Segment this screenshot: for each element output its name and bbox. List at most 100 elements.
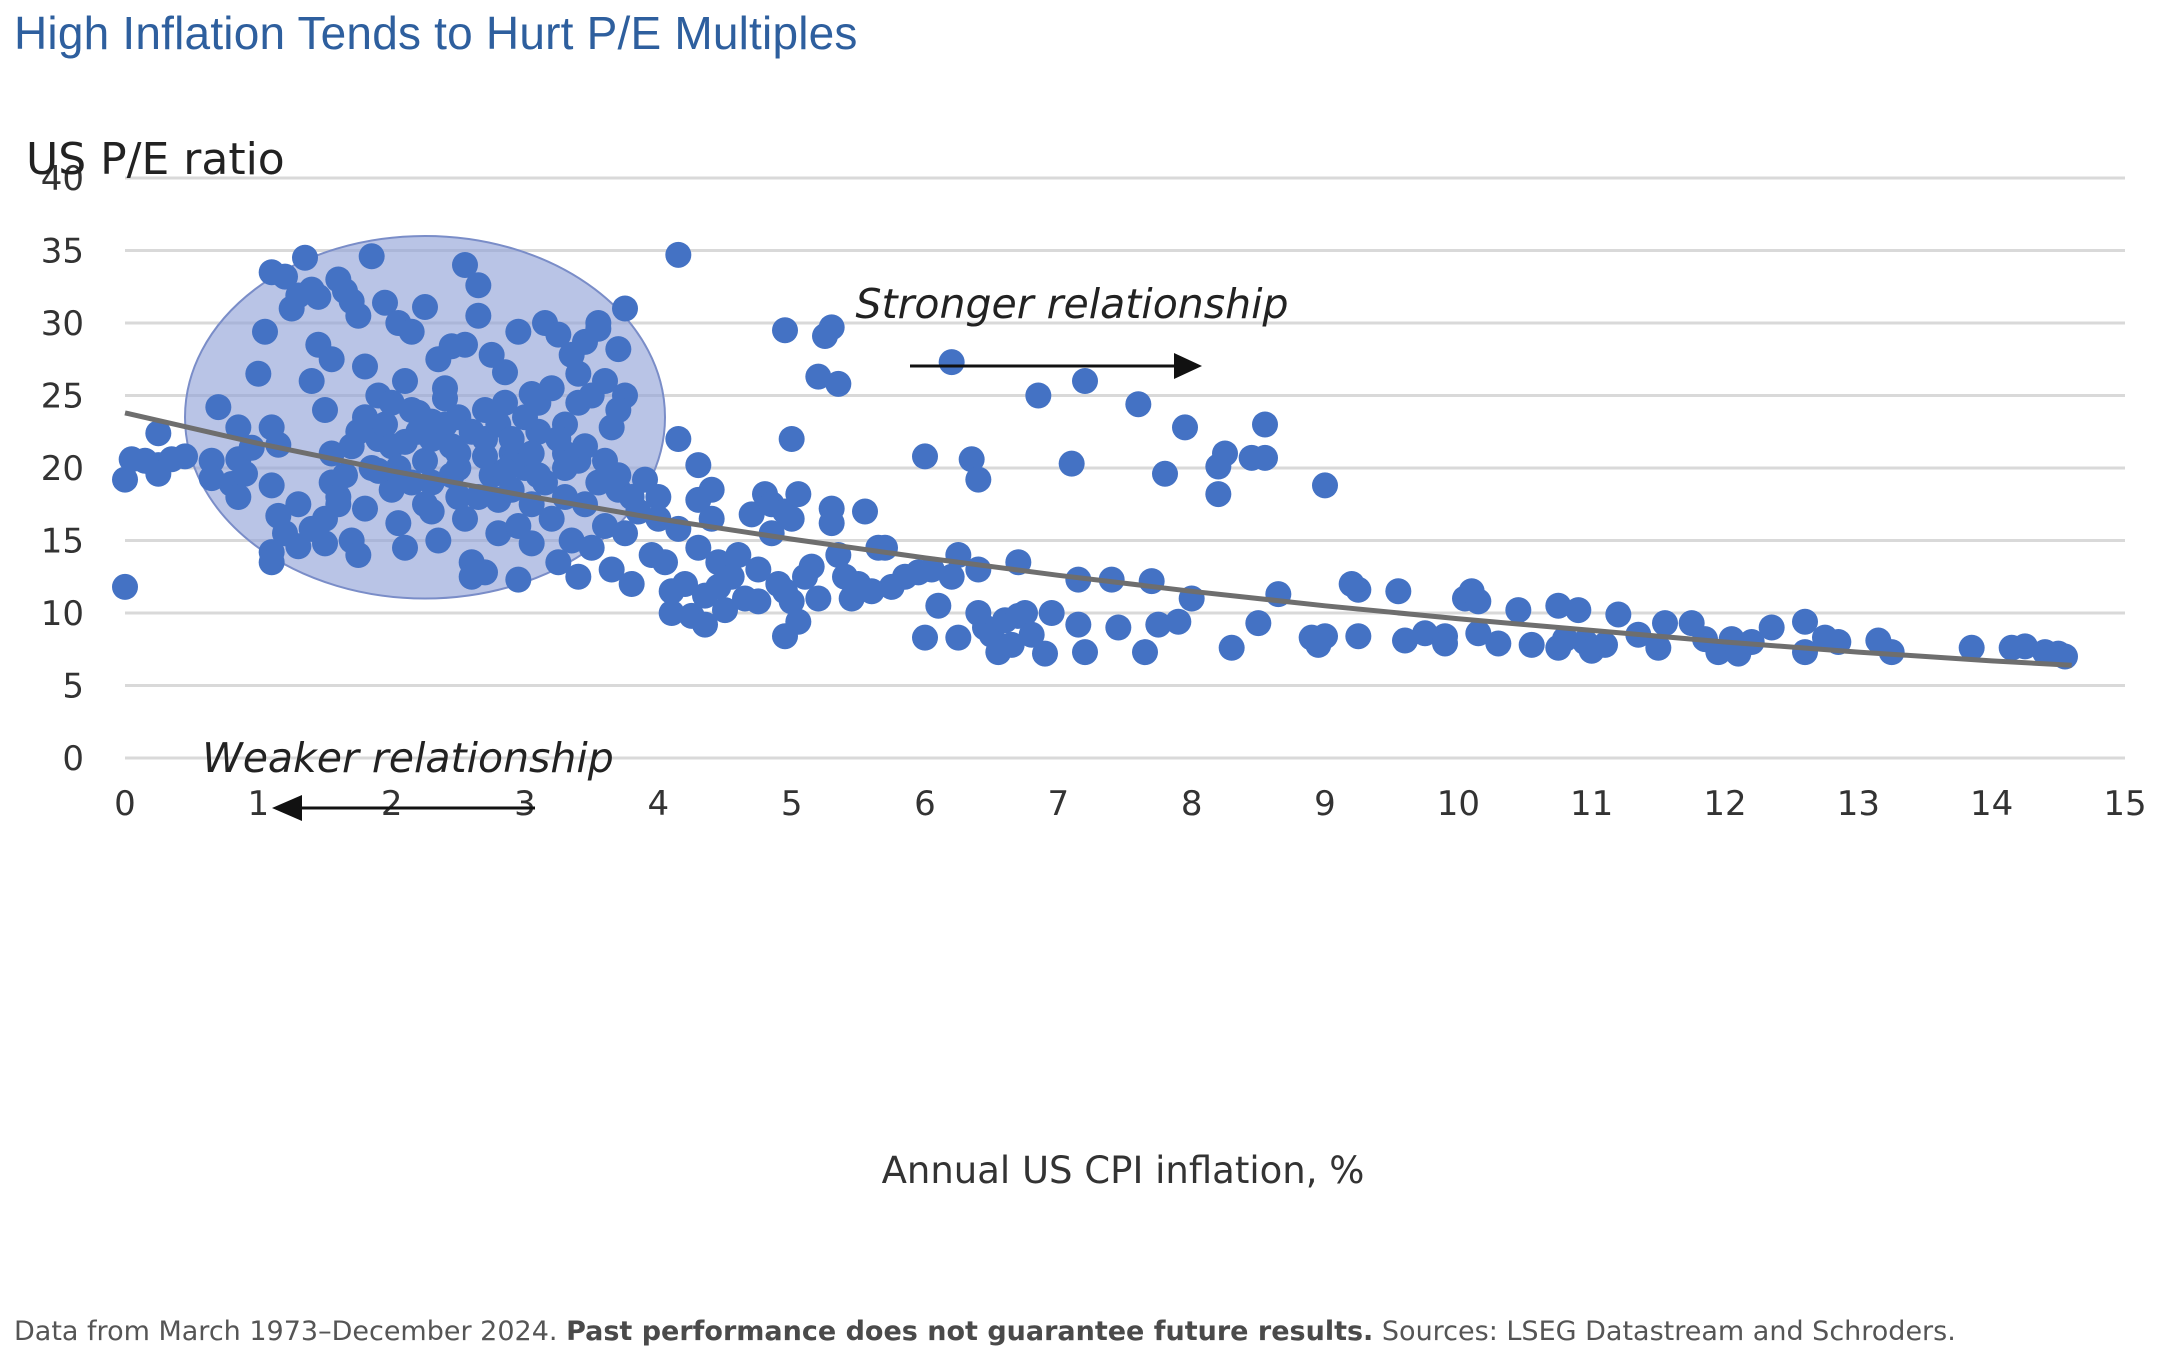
data-point: [545, 321, 572, 348]
y-tick-label: 25: [41, 377, 84, 417]
footnote-disclaimer: Past performance does not guarantee futu…: [566, 1316, 1374, 1347]
x-tick-label: 8: [1181, 784, 1203, 824]
trend-line: [124, 410, 2072, 668]
scatter-chart: 0 5 10 15 20 25 30 35 40 0 1 2 3 4 5 6 7 8 9 10 11 12 13 14 15 U…: [0, 100, 2157, 1260]
data-point: [445, 484, 472, 510]
data-point: [1605, 601, 1632, 628]
data-point: [778, 505, 805, 532]
data-point: [412, 294, 438, 321]
data-point: [518, 530, 545, 557]
data-point: [352, 495, 378, 522]
data-point: [778, 588, 805, 615]
data-points: [112, 241, 2078, 670]
data-point: [938, 349, 965, 376]
data-point: [245, 360, 272, 387]
x-tick-label: 12: [1703, 784, 1746, 824]
data-point: [452, 252, 478, 278]
data-point: [1125, 391, 1152, 418]
data-point: [1758, 614, 1785, 641]
data-point: [712, 597, 738, 624]
data-point: [545, 426, 572, 452]
x-tick-label: 2: [381, 784, 403, 824]
x-tick-label: 10: [1437, 784, 1480, 824]
x-axis-title: Annual US CPI inflation, %: [882, 1149, 1365, 1192]
data-point: [1518, 631, 1545, 658]
data-point: [585, 310, 612, 336]
data-point: [1145, 611, 1172, 638]
data-point: [418, 408, 445, 435]
y-tick-label: 0: [62, 739, 84, 779]
data-point: [492, 457, 518, 484]
data-point: [412, 447, 438, 474]
data-point: [505, 566, 532, 593]
data-point: [598, 556, 625, 583]
data-point: [565, 360, 592, 387]
data-point: [452, 331, 478, 358]
data-point: [538, 375, 565, 402]
data-point: [938, 563, 965, 590]
data-point: [205, 394, 232, 421]
data-point: [1565, 597, 1592, 624]
data-point: [818, 314, 845, 341]
x-tick-label: 11: [1570, 784, 1613, 824]
data-point: [605, 462, 632, 489]
arrow-left-icon: [272, 795, 535, 821]
data-point: [745, 588, 772, 615]
x-tick-label: 14: [1970, 784, 2013, 824]
data-point: [378, 476, 405, 503]
data-point: [745, 556, 772, 583]
data-point: [665, 426, 692, 452]
data-point: [312, 530, 338, 557]
data-point: [805, 585, 832, 612]
data-point: [852, 498, 878, 525]
data-point: [1152, 460, 1178, 487]
data-point: [1218, 634, 1245, 661]
data-point: [445, 440, 472, 467]
y-tick-label: 40: [41, 159, 84, 199]
data-point: [538, 505, 565, 532]
data-point: [378, 389, 405, 416]
data-point: [1065, 611, 1092, 638]
data-point: [498, 426, 525, 452]
data-point: [925, 592, 952, 619]
x-tick-label: 5: [781, 784, 803, 824]
data-point: [358, 243, 385, 270]
data-point: [392, 428, 418, 455]
data-point: [392, 534, 418, 561]
data-point: [172, 443, 198, 470]
y-tick-label: 10: [41, 594, 84, 634]
data-point: [778, 426, 805, 452]
data-point: [465, 272, 492, 299]
data-point: [372, 289, 398, 316]
y-tick-label: 5: [62, 667, 84, 707]
data-point: [692, 611, 718, 638]
data-point: [665, 241, 692, 268]
data-point: [672, 571, 698, 597]
data-point: [572, 433, 598, 460]
data-point: [318, 346, 345, 373]
data-point: [352, 353, 378, 380]
data-point: [112, 573, 138, 600]
data-point: [605, 336, 632, 363]
data-point: [1545, 634, 1572, 661]
data-point: [252, 318, 278, 345]
data-point: [392, 368, 418, 394]
data-point: [1058, 450, 1085, 477]
data-point: [552, 455, 578, 481]
y-tick-label: 30: [41, 304, 84, 344]
data-point: [912, 443, 938, 470]
x-tick-label: 0: [114, 784, 136, 824]
data-point: [1072, 639, 1098, 666]
data-point: [432, 385, 458, 412]
data-point: [545, 549, 572, 576]
data-point: [1132, 639, 1158, 666]
data-point: [145, 420, 172, 447]
data-point: [505, 318, 532, 345]
annotation-weaker: Weaker relationship: [202, 734, 614, 782]
data-point: [1465, 620, 1492, 647]
x-tick-label: 6: [914, 784, 936, 824]
data-point: [1505, 597, 1532, 624]
data-point: [472, 559, 498, 586]
data-point: [1105, 614, 1132, 641]
